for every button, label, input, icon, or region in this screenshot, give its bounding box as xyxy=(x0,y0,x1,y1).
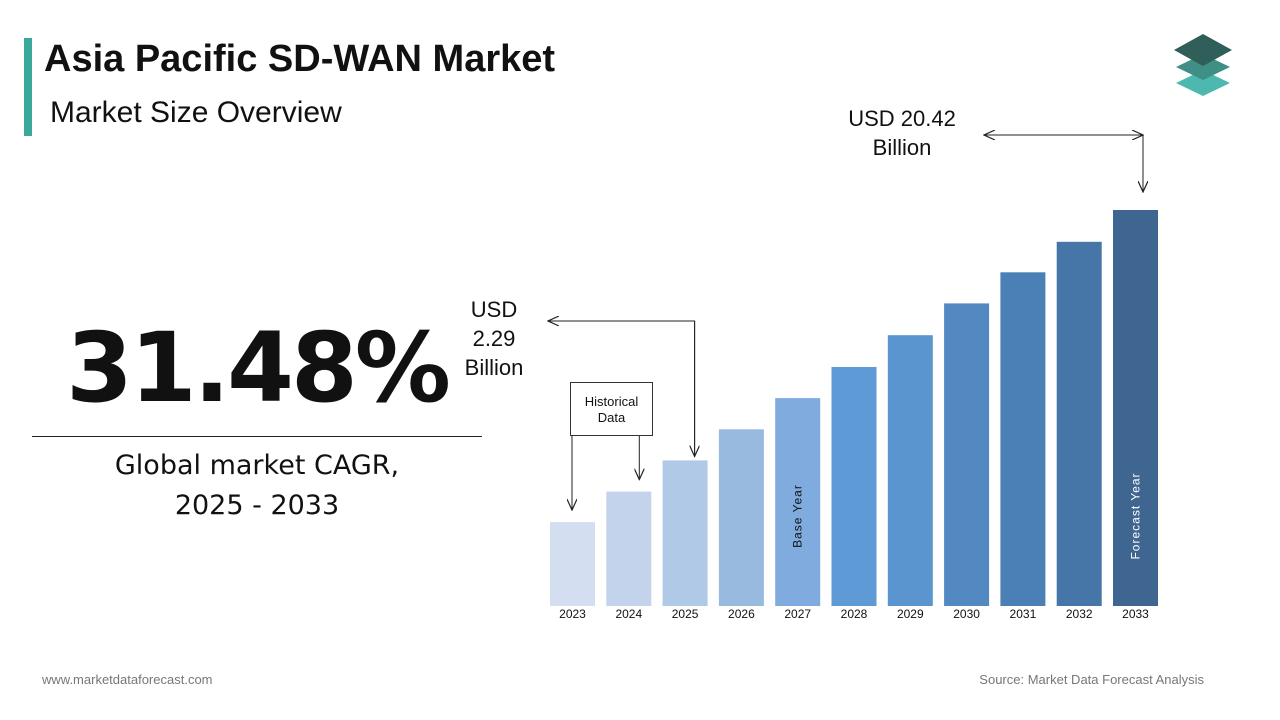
x-tick-label-2026: 2026 xyxy=(728,607,755,621)
x-tick-label-2032: 2032 xyxy=(1066,607,1093,621)
start-value-callout: USD 2.29 Billion xyxy=(452,295,536,382)
bar-2033 xyxy=(1113,210,1158,606)
bar-annotation-forecast-year: Forecast Year xyxy=(1129,472,1143,559)
page-subtitle: Market Size Overview xyxy=(50,96,342,129)
bar-2027 xyxy=(775,398,821,606)
cagr-label-line2: 2025 - 2033 xyxy=(174,490,340,521)
footer-source: Source: Market Data Forecast Analysis xyxy=(979,672,1204,687)
cagr-value: 31.48% xyxy=(66,312,451,424)
cagr-divider xyxy=(32,436,482,437)
title-accent-bar xyxy=(24,38,32,136)
x-tick-label-2025: 2025 xyxy=(672,607,699,621)
bar-2028 xyxy=(831,367,877,606)
bar-annotation-base-year: Base Year xyxy=(791,484,805,548)
page-title: Asia Pacific SD-WAN Market xyxy=(44,38,556,80)
x-tick-label-2028: 2028 xyxy=(841,607,868,621)
bar-2031 xyxy=(1000,272,1046,606)
start-callout-line3: Billion xyxy=(464,355,524,380)
x-tick-label-2024: 2024 xyxy=(615,607,642,621)
bar-2026 xyxy=(718,429,764,606)
end-callout-line2: Billion xyxy=(872,135,932,160)
cagr-label-line1: Global market CAGR, xyxy=(114,450,400,481)
cagr-label: Global market CAGR, 2025 - 2033 xyxy=(32,446,482,526)
bar-2025 xyxy=(662,460,708,606)
start-callout-line2: 2.29 xyxy=(472,326,516,351)
footer-website: www.marketdataforecast.com xyxy=(42,672,213,687)
x-tick-label-2030: 2030 xyxy=(953,607,980,621)
end-callout-line1: USD 20.42 xyxy=(848,106,956,131)
x-tick-label-2027: 2027 xyxy=(784,607,811,621)
historical-label-line2: Data xyxy=(597,410,626,425)
end-value-callout: USD 20.42 Billion xyxy=(832,104,972,162)
historical-data-box: Historical Data xyxy=(570,382,653,436)
bar-2032 xyxy=(1056,241,1102,607)
bar-2023 xyxy=(550,522,595,606)
x-tick-label-2029: 2029 xyxy=(897,607,924,621)
historical-label-line1: Historical xyxy=(584,394,639,409)
x-tick-label-2031: 2031 xyxy=(1010,607,1037,621)
bar-2030 xyxy=(944,303,990,606)
x-tick-label-2033: 2033 xyxy=(1122,607,1149,621)
bar-2024 xyxy=(606,491,652,606)
x-tick-label-2023: 2023 xyxy=(559,607,586,621)
stacked-layers-icon xyxy=(1174,34,1232,96)
start-callout-line1: USD xyxy=(470,297,518,322)
bar-2029 xyxy=(887,335,933,606)
